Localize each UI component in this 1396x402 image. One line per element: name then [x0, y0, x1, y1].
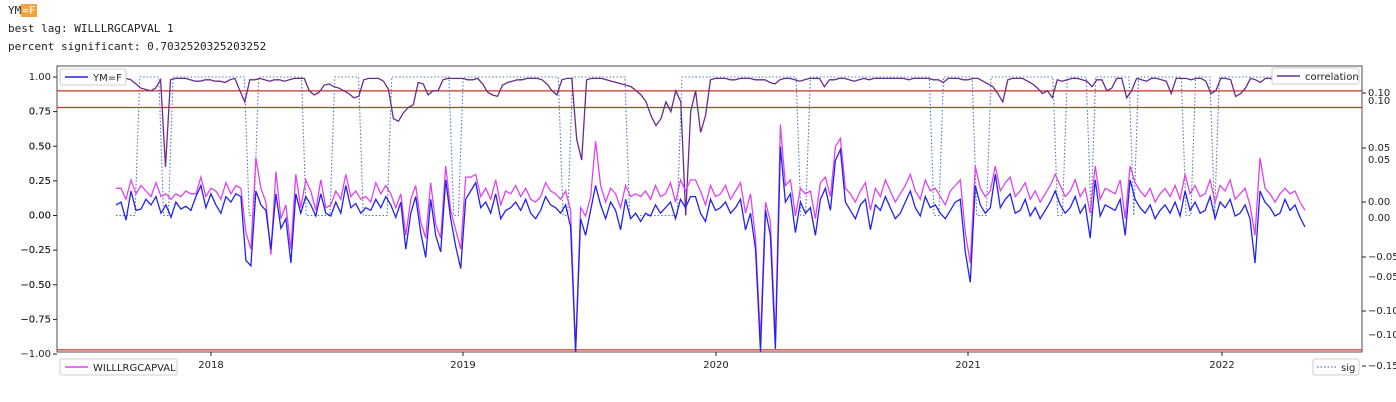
series-line-willlrgcapval — [116, 124, 1306, 352]
y-right-outer-label-3: −0.05 — [1368, 252, 1396, 263]
y-right-inner-label-2: 0.00 — [1368, 213, 1390, 224]
percent-significant-text: percent significant: 0.7032520325203252 — [8, 40, 267, 53]
y-right-outer-label-2: 0.00 — [1368, 197, 1390, 208]
ticker-highlight: =F — [21, 4, 37, 17]
y-right-outer-label-5: −0.15 — [1368, 361, 1396, 372]
legend-upper-left: YM=F — [59, 68, 127, 86]
x-tick-label-4: 2022 — [1209, 360, 1234, 371]
y-left-outer-label-7: −0.75 — [20, 314, 51, 325]
legend-ym-label: YM=F — [92, 73, 122, 84]
y-right-outer-label-0: 0.10 — [1368, 88, 1390, 99]
y-right-inner-label-4: −0.10 — [1368, 330, 1396, 341]
axes: 1.00 0.75 0.50 0.25 0.00 −0.25 −0.50 −0.75 −1.00… — [20, 72, 1396, 372]
legend-upper-right: correlation — [1271, 67, 1360, 85]
y-left-inner-label-2: 0.25 — [29, 176, 51, 187]
y-left-inner-label-1: 0.50 — [29, 141, 51, 152]
y-left-inner-label-0: 0.75 — [29, 107, 51, 118]
y-right-inner-label-3: −0.05 — [1368, 272, 1396, 283]
y-left-outer-label-4: 0.00 — [29, 211, 51, 222]
legend-willlrgcapval-label: WILLLRGCAPVAL — [93, 363, 176, 374]
output-ticker-line: YM=F — [8, 4, 37, 18]
y-left-outer-label-6: −0.50 — [20, 280, 51, 291]
legend-correlation-label: correlation — [1305, 72, 1359, 83]
y-left-outer-label-1: 0.75 — [29, 107, 51, 118]
y-left-outer-label-0: 1.00 — [29, 72, 51, 83]
y-left-outer-label-3: 0.25 — [29, 176, 51, 187]
series-line-ym-f — [115, 146, 1306, 352]
y-right-inner-label-0: 0.10 — [1368, 96, 1390, 107]
x-tick-label-1: 2019 — [450, 360, 475, 371]
y-left-outer-label-5: −0.25 — [20, 245, 51, 256]
sig-series — [116, 76, 1305, 217]
x-tick-label-2: 2020 — [703, 360, 728, 371]
y-right-inner-label-1: 0.05 — [1368, 155, 1390, 166]
correlation-series — [116, 77, 1306, 216]
y-left-inner-label-5: −0.50 — [20, 280, 51, 291]
ticker-prefix: YM — [8, 4, 22, 17]
y-right-outer-label-4: −0.10 — [1368, 306, 1396, 317]
y-right-outer-label-1: 0.05 — [1368, 143, 1390, 154]
y-left-outer-label-8: −1.00 — [20, 349, 51, 360]
legend-sig-label: sig — [1341, 363, 1355, 374]
x-tick-label-0: 2018 — [198, 360, 223, 371]
ym-series — [115, 146, 1306, 352]
y-left-outer-label-2: 0.50 — [29, 141, 51, 152]
willlrgcapval-series — [116, 124, 1306, 352]
x-tick-label-3: 2021 — [955, 360, 980, 371]
y-left-inner-label-6: −0.75 — [20, 314, 51, 325]
y-left-inner-label-4: −0.25 — [20, 245, 51, 256]
series-line-sig — [116, 76, 1305, 217]
legend-lower-right: sig — [1312, 358, 1360, 376]
legend-lower-left: WILLLRGCAPVAL — [59, 358, 178, 376]
series-line-correlation — [116, 77, 1306, 216]
y-left-inner-label-3: 0.00 — [29, 211, 51, 222]
best-lag-text: best lag: WILLLRGCAPVAL 1 — [8, 22, 174, 35]
